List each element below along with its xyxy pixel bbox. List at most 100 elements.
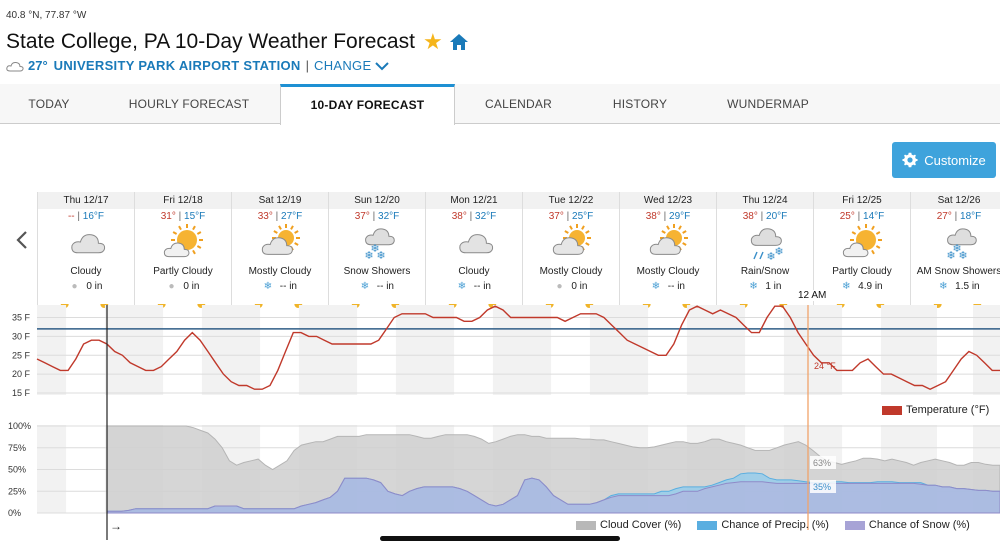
temp-tick-label: 20 F xyxy=(12,369,31,379)
day-card[interactable]: Thu 12/17 -- | 16°F Cloudy ● 0 in xyxy=(37,192,134,310)
day-low: 32°F xyxy=(378,211,400,222)
chevron-down-icon[interactable] xyxy=(375,61,390,71)
day-precip-amount: -- in xyxy=(667,281,685,292)
day-date: Thu 12/24 xyxy=(717,192,813,209)
day-temps: 38° | 29°F xyxy=(645,211,691,222)
forecast-charts: 35 F 30 F 25 F 20 F 15 F 100% 75% 50% 25% 0% 24 °F… xyxy=(8,305,1000,540)
day-low: 15°F xyxy=(184,211,206,222)
night-band xyxy=(522,305,552,395)
chance-snow-swatch xyxy=(844,520,865,530)
tab-hourly-forecast[interactable]: HOURLY FORECAST xyxy=(128,97,250,111)
scroll-right-arrow[interactable]: → xyxy=(110,519,122,533)
tab-calendar[interactable]: CALENDAR xyxy=(485,97,552,111)
day-date: Sat 12/19 xyxy=(232,192,328,209)
day-precip: ❄ 1 in xyxy=(717,281,813,292)
day-high: 38° xyxy=(742,211,758,222)
mostly-cloudy-icon xyxy=(261,224,300,255)
day-high: 38° xyxy=(645,211,661,222)
precip-tick-label: 100% xyxy=(8,421,31,431)
day-high: 37° xyxy=(354,211,370,222)
precip-tick-label: 0% xyxy=(8,508,21,518)
day-temps: 37° | 32°F xyxy=(354,211,400,222)
day-condition: Cloudy xyxy=(458,266,490,277)
day-temps: 31° | 15°F xyxy=(160,211,206,222)
day-condition: Partly Cloudy xyxy=(153,266,213,277)
tab-history[interactable]: HISTORY xyxy=(612,97,668,111)
day-precip: ❄ -- in xyxy=(232,281,328,292)
snowflake-icon: ❄ xyxy=(939,281,948,292)
day-card[interactable]: Fri 12/18 31° | 15°F Partly Cloudy ● 0 i… xyxy=(134,192,231,310)
day-low: 32°F xyxy=(475,211,497,222)
day-date: Thu 12/17 xyxy=(38,192,134,209)
chance-snow-label: Chance of Snow (%) xyxy=(868,519,970,531)
midnight-label: 12 AM xyxy=(796,290,829,301)
chance-snow-area xyxy=(106,477,1000,514)
tab-10-day-forecast[interactable]: 10-DAY FORECAST xyxy=(280,84,455,125)
precip-tick-label: 25% xyxy=(8,486,26,496)
favorite-star-icon[interactable]: ★ xyxy=(422,29,443,54)
day-low: 20°F xyxy=(766,211,788,222)
day-precip-amount: 1.5 in xyxy=(955,281,980,292)
previous-days-arrow-icon[interactable] xyxy=(14,230,30,250)
day-condition: Cloudy xyxy=(70,266,102,277)
night-band xyxy=(686,305,716,395)
page-title: State College, PA 10-Day Weather Forecas… xyxy=(6,30,415,53)
partly-cloudy-icon xyxy=(842,224,882,258)
day-card[interactable]: Wed 12/23 38° | 29°F Mostly Cloudy ❄ -- … xyxy=(619,192,716,310)
station-name[interactable]: UNIVERSITY PARK AIRPORT STATION xyxy=(53,58,301,73)
day-precip: ● 0 in xyxy=(135,281,231,292)
day-card[interactable]: Fri 12/25 25° | 14°F Partly Cloudy ❄ 4.9… xyxy=(813,192,910,310)
day-low: 14°F xyxy=(863,211,885,222)
change-station-link[interactable]: CHANGE xyxy=(314,58,372,73)
tab-today[interactable]: TODAY xyxy=(28,97,70,111)
night-band xyxy=(492,305,522,395)
precip-tick-label: 50% xyxy=(8,465,26,475)
snow-showers-icon: ❄ ❄❄ xyxy=(364,228,395,262)
day-card[interactable]: Tue 12/22 37° | 25°F Mostly Cloudy ● 0 i… xyxy=(522,192,619,310)
day-low: 27°F xyxy=(281,211,303,222)
day-date: Sat 12/26 xyxy=(911,192,1000,209)
day-low: 25°F xyxy=(572,211,594,222)
temp-tick-label: 35 F xyxy=(12,313,31,323)
day-card[interactable]: Thu 12/24 38° | 20°F ❄ ❄ Rain/Snow ❄ 1 in xyxy=(716,192,813,310)
day-condition: Mostly Cloudy xyxy=(636,266,700,277)
day-card[interactable]: Mon 12/21 38° | 32°F Cloudy ❄ -- in xyxy=(425,192,522,310)
svg-text:❄: ❄ xyxy=(766,250,775,263)
day-card[interactable]: Sun 12/20 37° | 32°F ❄ ❄ ❄ Snow Showers ❄ … xyxy=(328,192,425,310)
raindrop-icon: ● xyxy=(556,281,563,292)
svg-text:❄: ❄ xyxy=(376,249,385,262)
day-card[interactable]: Sat 12/26 27° | 18°F ❄ ❄ ❄ AM Snow Showers… xyxy=(910,192,1000,310)
cloud-icon xyxy=(6,61,24,71)
day-precip: ❄ -- in xyxy=(329,281,425,292)
day-card[interactable]: Sat 12/19 33° | 27°F Mostly Cloudy ❄ -- … xyxy=(231,192,328,310)
day-low: 16°F xyxy=(82,211,105,222)
day-date: Fri 12/18 xyxy=(135,192,231,209)
cloudy-icon xyxy=(71,234,106,254)
day-date: Mon 12/21 xyxy=(426,192,522,209)
home-icon[interactable] xyxy=(449,32,469,52)
snowflake-icon: ❄ xyxy=(651,281,661,292)
day-precip-amount: -- in xyxy=(376,281,394,292)
svg-text:❄: ❄ xyxy=(364,249,373,262)
night-band xyxy=(395,305,425,395)
night-band xyxy=(813,305,843,395)
day-precip-amount: 0 in xyxy=(571,281,588,292)
day-date: Fri 12/25 xyxy=(814,192,910,209)
tab-wundermap[interactable]: WUNDERMAP xyxy=(727,97,809,111)
raindrop-icon: ● xyxy=(168,281,175,292)
customize-button[interactable]: Customize xyxy=(892,142,996,178)
partly-cloudy-icon xyxy=(163,224,203,258)
legend-chance-snow: Chance of Snow (%) xyxy=(844,519,970,531)
night-band xyxy=(910,305,937,395)
night-band xyxy=(589,305,619,395)
raindrop-icon: ● xyxy=(71,281,78,292)
day-condition: Mostly Cloudy xyxy=(539,266,603,277)
day-temps: 27° | 18°F xyxy=(936,211,982,222)
day-temps: 37° | 25°F xyxy=(548,211,594,222)
night-band xyxy=(880,305,910,395)
night-band xyxy=(328,305,358,395)
day-precip: ❄ -- in xyxy=(620,281,716,292)
day-temps: 38° | 20°F xyxy=(742,211,788,222)
day-temps: 33° | 27°F xyxy=(257,211,303,222)
day-precip: ❄ 4.9 in xyxy=(814,281,910,292)
